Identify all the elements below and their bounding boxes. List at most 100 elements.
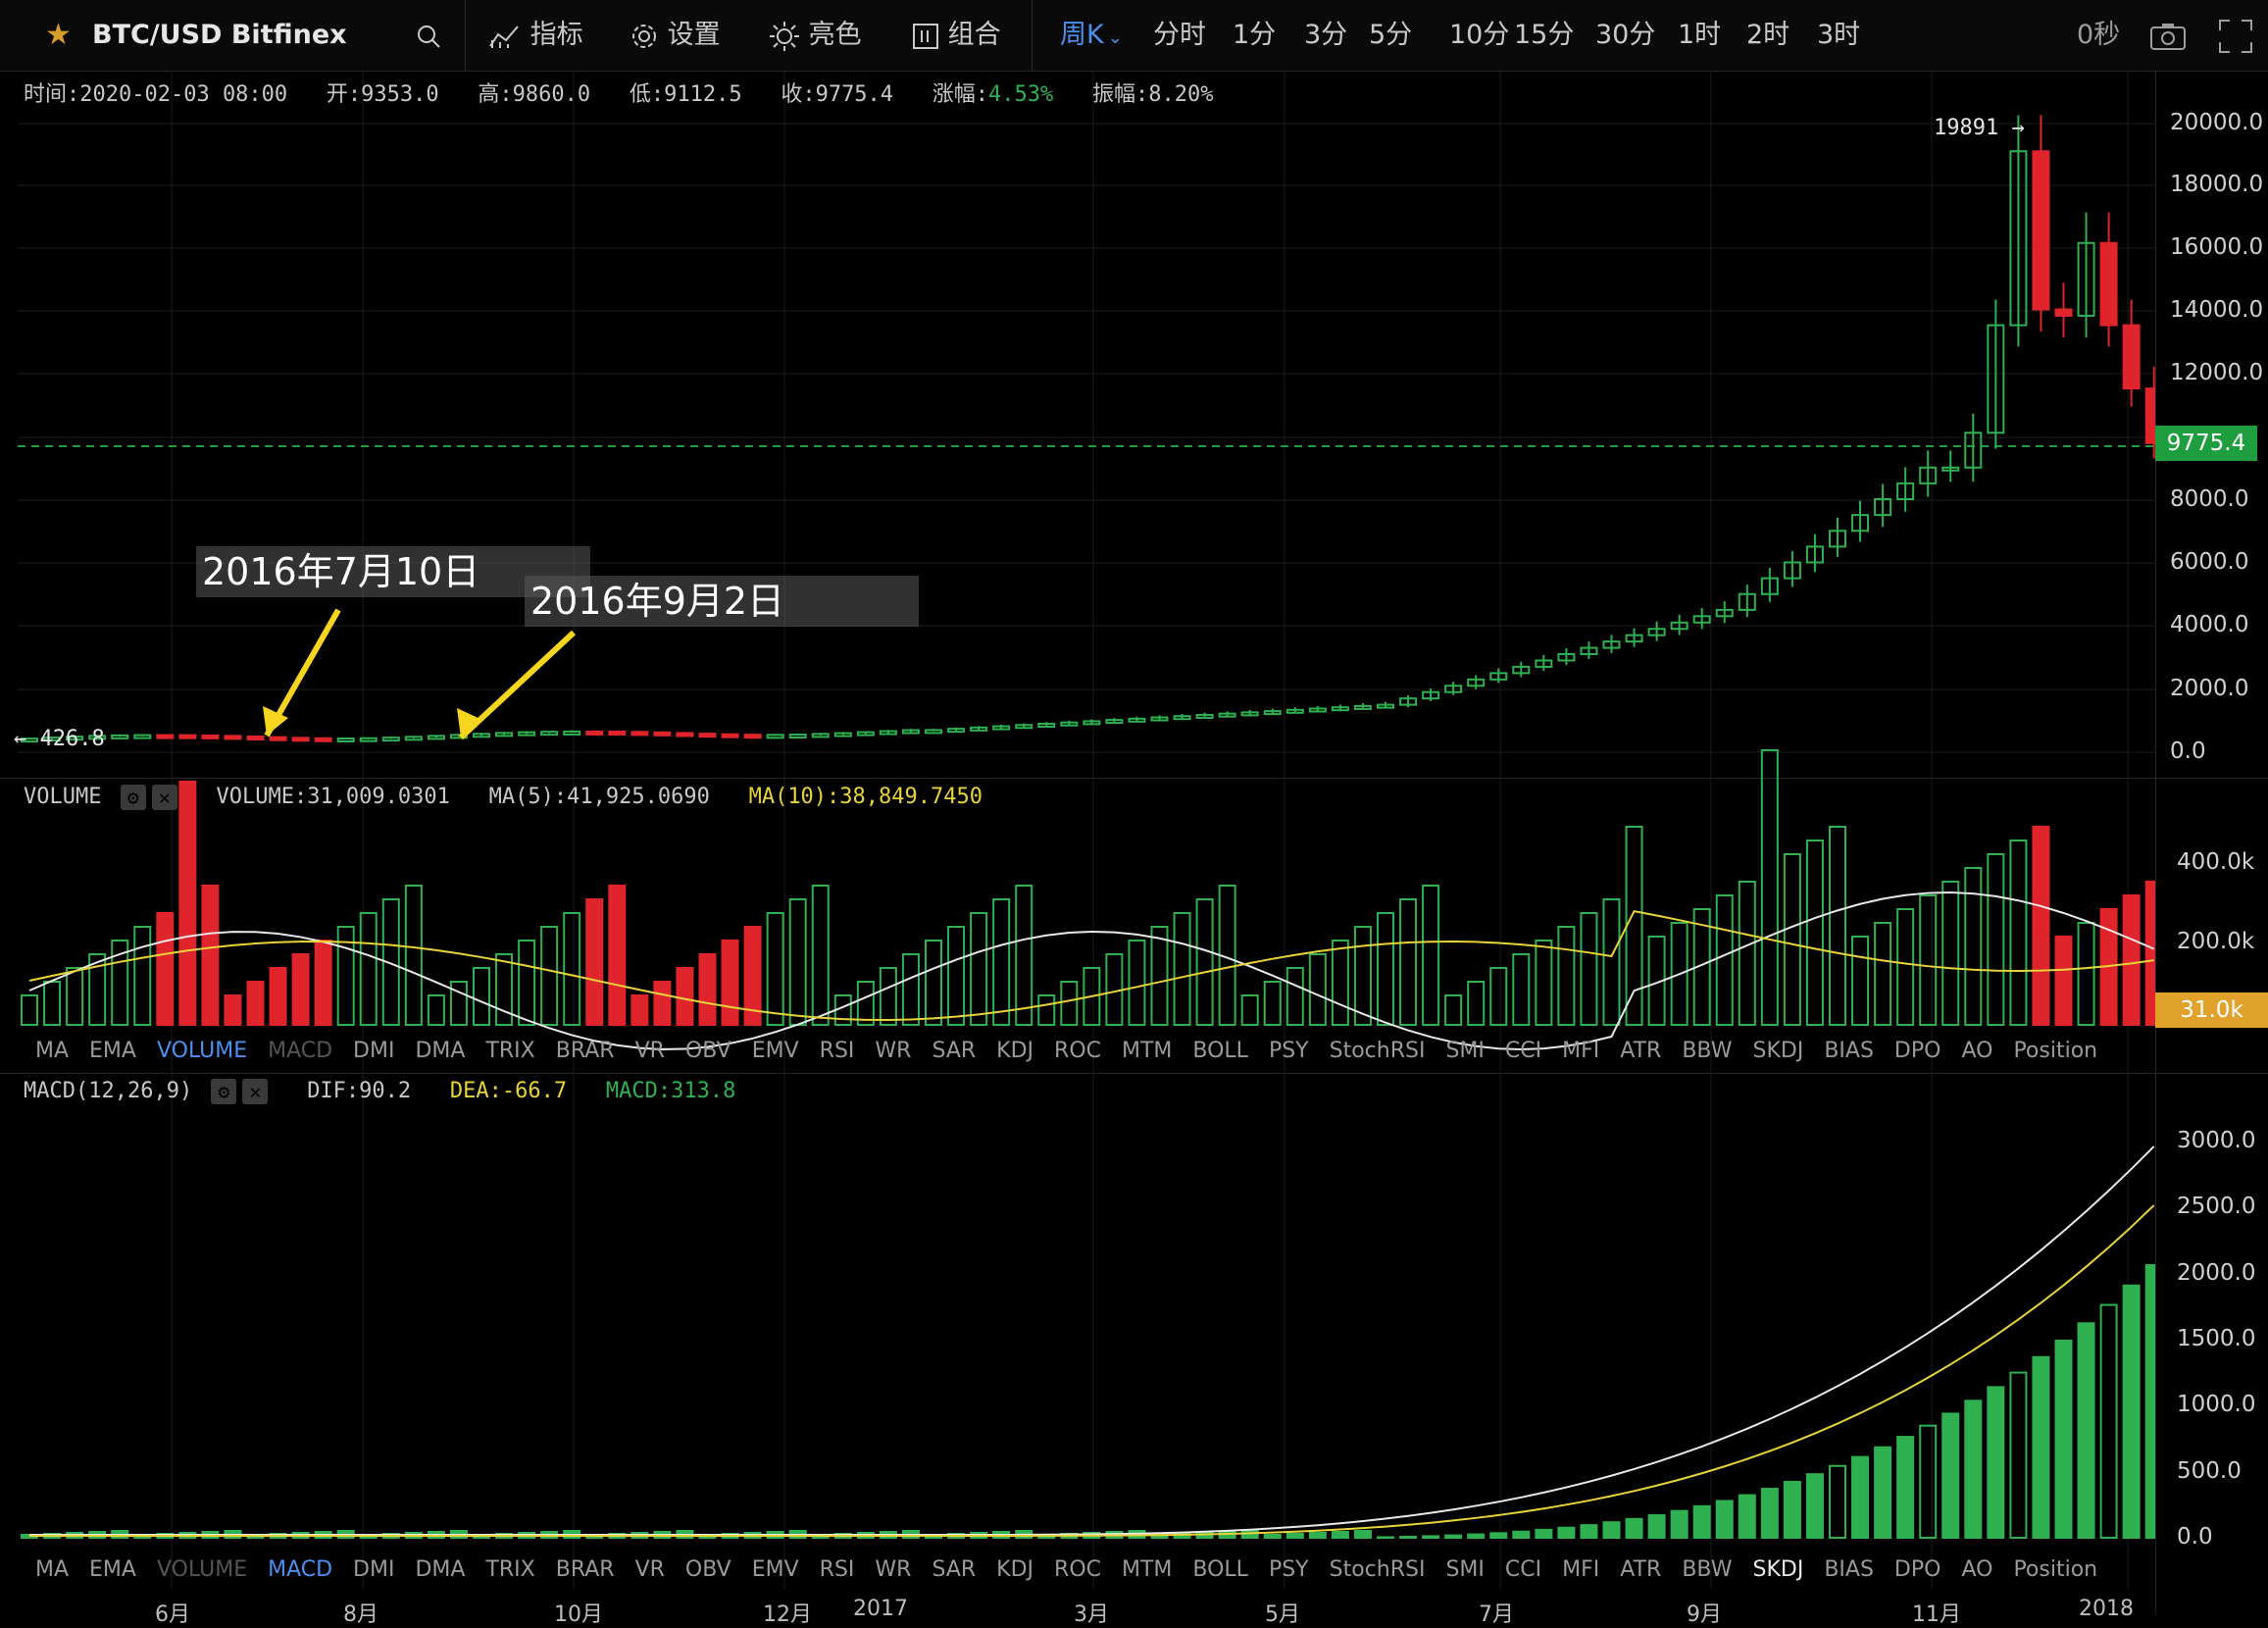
indicator-tab[interactable]: TRIX (485, 1039, 535, 1063)
indicator-tab[interactable]: BBW (1682, 1557, 1733, 1582)
candle (404, 736, 423, 741)
indicator-tab[interactable]: BIAS (1824, 1039, 1874, 1063)
period-option[interactable]: 5分 (1369, 20, 1413, 50)
indicator-tab[interactable]: MTM (1122, 1557, 1173, 1582)
period-option[interactable]: 3分 (1304, 20, 1348, 50)
indicator-tab[interactable]: EMA (89, 1557, 136, 1582)
indicator-tab[interactable]: BRAR (555, 1557, 615, 1582)
volume-bar (1512, 953, 1531, 1026)
indicator-tab[interactable]: MACD (268, 1039, 333, 1063)
indicator-tab[interactable]: SMI (1445, 1039, 1485, 1063)
indicator-tab[interactable]: MFI (1562, 1557, 1600, 1582)
combo-button[interactable]: 组合 (912, 0, 1001, 71)
chart-canvas[interactable] (0, 0, 2155, 1614)
indicator-tab[interactable]: OBV (684, 1557, 731, 1582)
period-option[interactable]: 10分 (1449, 20, 1510, 50)
indicator-tab[interactable]: BBW (1682, 1039, 1733, 1063)
indicator-tab[interactable]: AO (1961, 1557, 1993, 1582)
period-option[interactable]: 2时 (1746, 20, 1790, 50)
indicator-tab[interactable]: VOLUME (156, 1039, 248, 1063)
volume-bar (630, 994, 649, 1026)
indicator-tab[interactable]: TRIX (485, 1557, 535, 1582)
period-option[interactable]: 分时 (1153, 20, 1206, 50)
indicator-tab[interactable]: MA (35, 1039, 70, 1063)
indicator-tab[interactable]: MFI (1562, 1039, 1600, 1063)
indicator-tab[interactable]: SKDJ (1752, 1039, 1804, 1063)
indicator-tab[interactable]: AO (1961, 1039, 1993, 1063)
camera-icon[interactable] (2149, 0, 2187, 71)
indicator-tab[interactable]: EMA (89, 1039, 136, 1063)
search-icon[interactable] (416, 0, 441, 71)
indicator-tab[interactable]: Position (2013, 1557, 2098, 1582)
indicator-tab[interactable]: SAR (932, 1557, 977, 1582)
indicator-tab[interactable]: BOLL (1192, 1557, 1248, 1582)
indicator-tab[interactable]: Position (2013, 1039, 2098, 1063)
volume-bar (1602, 898, 1621, 1026)
indicator-tab[interactable]: SAR (932, 1039, 977, 1063)
indicator-tab[interactable]: RSI (819, 1039, 855, 1063)
indicator-tab[interactable]: StochRSI (1329, 1039, 1426, 1063)
indicator-tab[interactable]: VOLUME (156, 1557, 248, 1582)
fullscreen-icon[interactable] (2218, 0, 2253, 71)
volume-value: VOLUME:31,009.0301 (216, 785, 450, 809)
indicator-tab[interactable]: DMA (415, 1557, 466, 1582)
gear-icon[interactable]: ⚙ (120, 785, 146, 810)
period-option[interactable]: 30分 (1595, 20, 1656, 50)
volume-bar (1692, 908, 1711, 1026)
indicator-tab[interactable]: PSY (1268, 1039, 1309, 1063)
indicator-tab[interactable]: KDJ (996, 1039, 1034, 1063)
close-icon[interactable]: ✕ (242, 1079, 269, 1104)
period-option[interactable]: 15分 (1514, 20, 1575, 50)
indicator-tab[interactable]: EMV (751, 1557, 799, 1582)
volume-bar (925, 940, 942, 1026)
indicator-tab[interactable]: RSI (819, 1557, 855, 1582)
volume-bar (518, 940, 536, 1026)
indicator-tab[interactable]: OBV (684, 1039, 731, 1063)
indicator-tab[interactable]: VR (634, 1557, 665, 1582)
period-option[interactable]: 1分 (1233, 20, 1277, 50)
indicator-tab[interactable]: PSY (1268, 1557, 1309, 1582)
period-option[interactable]: 1时 (1678, 20, 1722, 50)
volume-bar (1738, 881, 1756, 1026)
candle (1829, 530, 1846, 548)
theme-button[interactable]: 亮色 (769, 0, 862, 71)
volume-bar (2077, 922, 2095, 1026)
candle (1331, 706, 1349, 712)
indicator-tab[interactable]: CCI (1504, 1557, 1542, 1582)
indicator-tab[interactable]: CCI (1504, 1039, 1542, 1063)
indicator-tab[interactable]: ATR (1620, 1557, 1662, 1582)
close-icon[interactable]: ✕ (151, 785, 177, 810)
favorite-star-icon[interactable]: ★ (45, 18, 72, 52)
indicator-tab[interactable]: MACD (268, 1557, 333, 1582)
indicator-tab[interactable]: StochRSI (1329, 1557, 1426, 1582)
indicator-tab[interactable]: WR (875, 1557, 912, 1582)
indicator-tab[interactable]: MTM (1122, 1039, 1173, 1063)
indicators-button[interactable]: 指标 (488, 0, 583, 71)
indicator-tab[interactable]: ATR (1620, 1039, 1662, 1063)
period-option[interactable]: 3时 (1817, 20, 1861, 50)
period-selector-active[interactable]: 周K ⌄ (1060, 0, 1123, 71)
gear-icon[interactable]: ⚙ (211, 1079, 237, 1104)
indicator-tab[interactable]: BRAR (555, 1039, 615, 1063)
indicator-tab[interactable]: MA (35, 1557, 70, 1582)
volume-bar (653, 981, 672, 1026)
indicator-tab[interactable]: DMI (353, 1557, 395, 1582)
indicator-tab[interactable]: SMI (1445, 1557, 1485, 1582)
indicator-tab[interactable]: VR (634, 1039, 665, 1063)
indicator-tab[interactable]: BOLL (1192, 1039, 1248, 1063)
settings-button[interactable]: 设置 (630, 0, 721, 71)
indicator-tab[interactable]: DPO (1893, 1557, 1941, 1582)
indicator-tab[interactable]: DPO (1893, 1039, 1941, 1063)
indicator-tab[interactable]: KDJ (996, 1557, 1034, 1582)
indicator-tab[interactable]: ROC (1054, 1557, 1101, 1582)
macd-bar (1851, 1455, 1870, 1540)
indicator-tab[interactable]: EMV (751, 1039, 799, 1063)
indicator-tab[interactable]: SKDJ (1752, 1557, 1804, 1582)
indicator-tab[interactable]: WR (875, 1039, 912, 1063)
symbol-title[interactable]: BTC/USD Bitfinex (92, 20, 347, 50)
indicator-tab[interactable]: DMA (415, 1039, 466, 1063)
indicator-tab[interactable]: DMI (353, 1039, 395, 1063)
indicator-tab[interactable]: BIAS (1824, 1557, 1874, 1582)
indicator-tab[interactable]: ROC (1054, 1039, 1101, 1063)
macd-bar (1535, 1528, 1553, 1540)
